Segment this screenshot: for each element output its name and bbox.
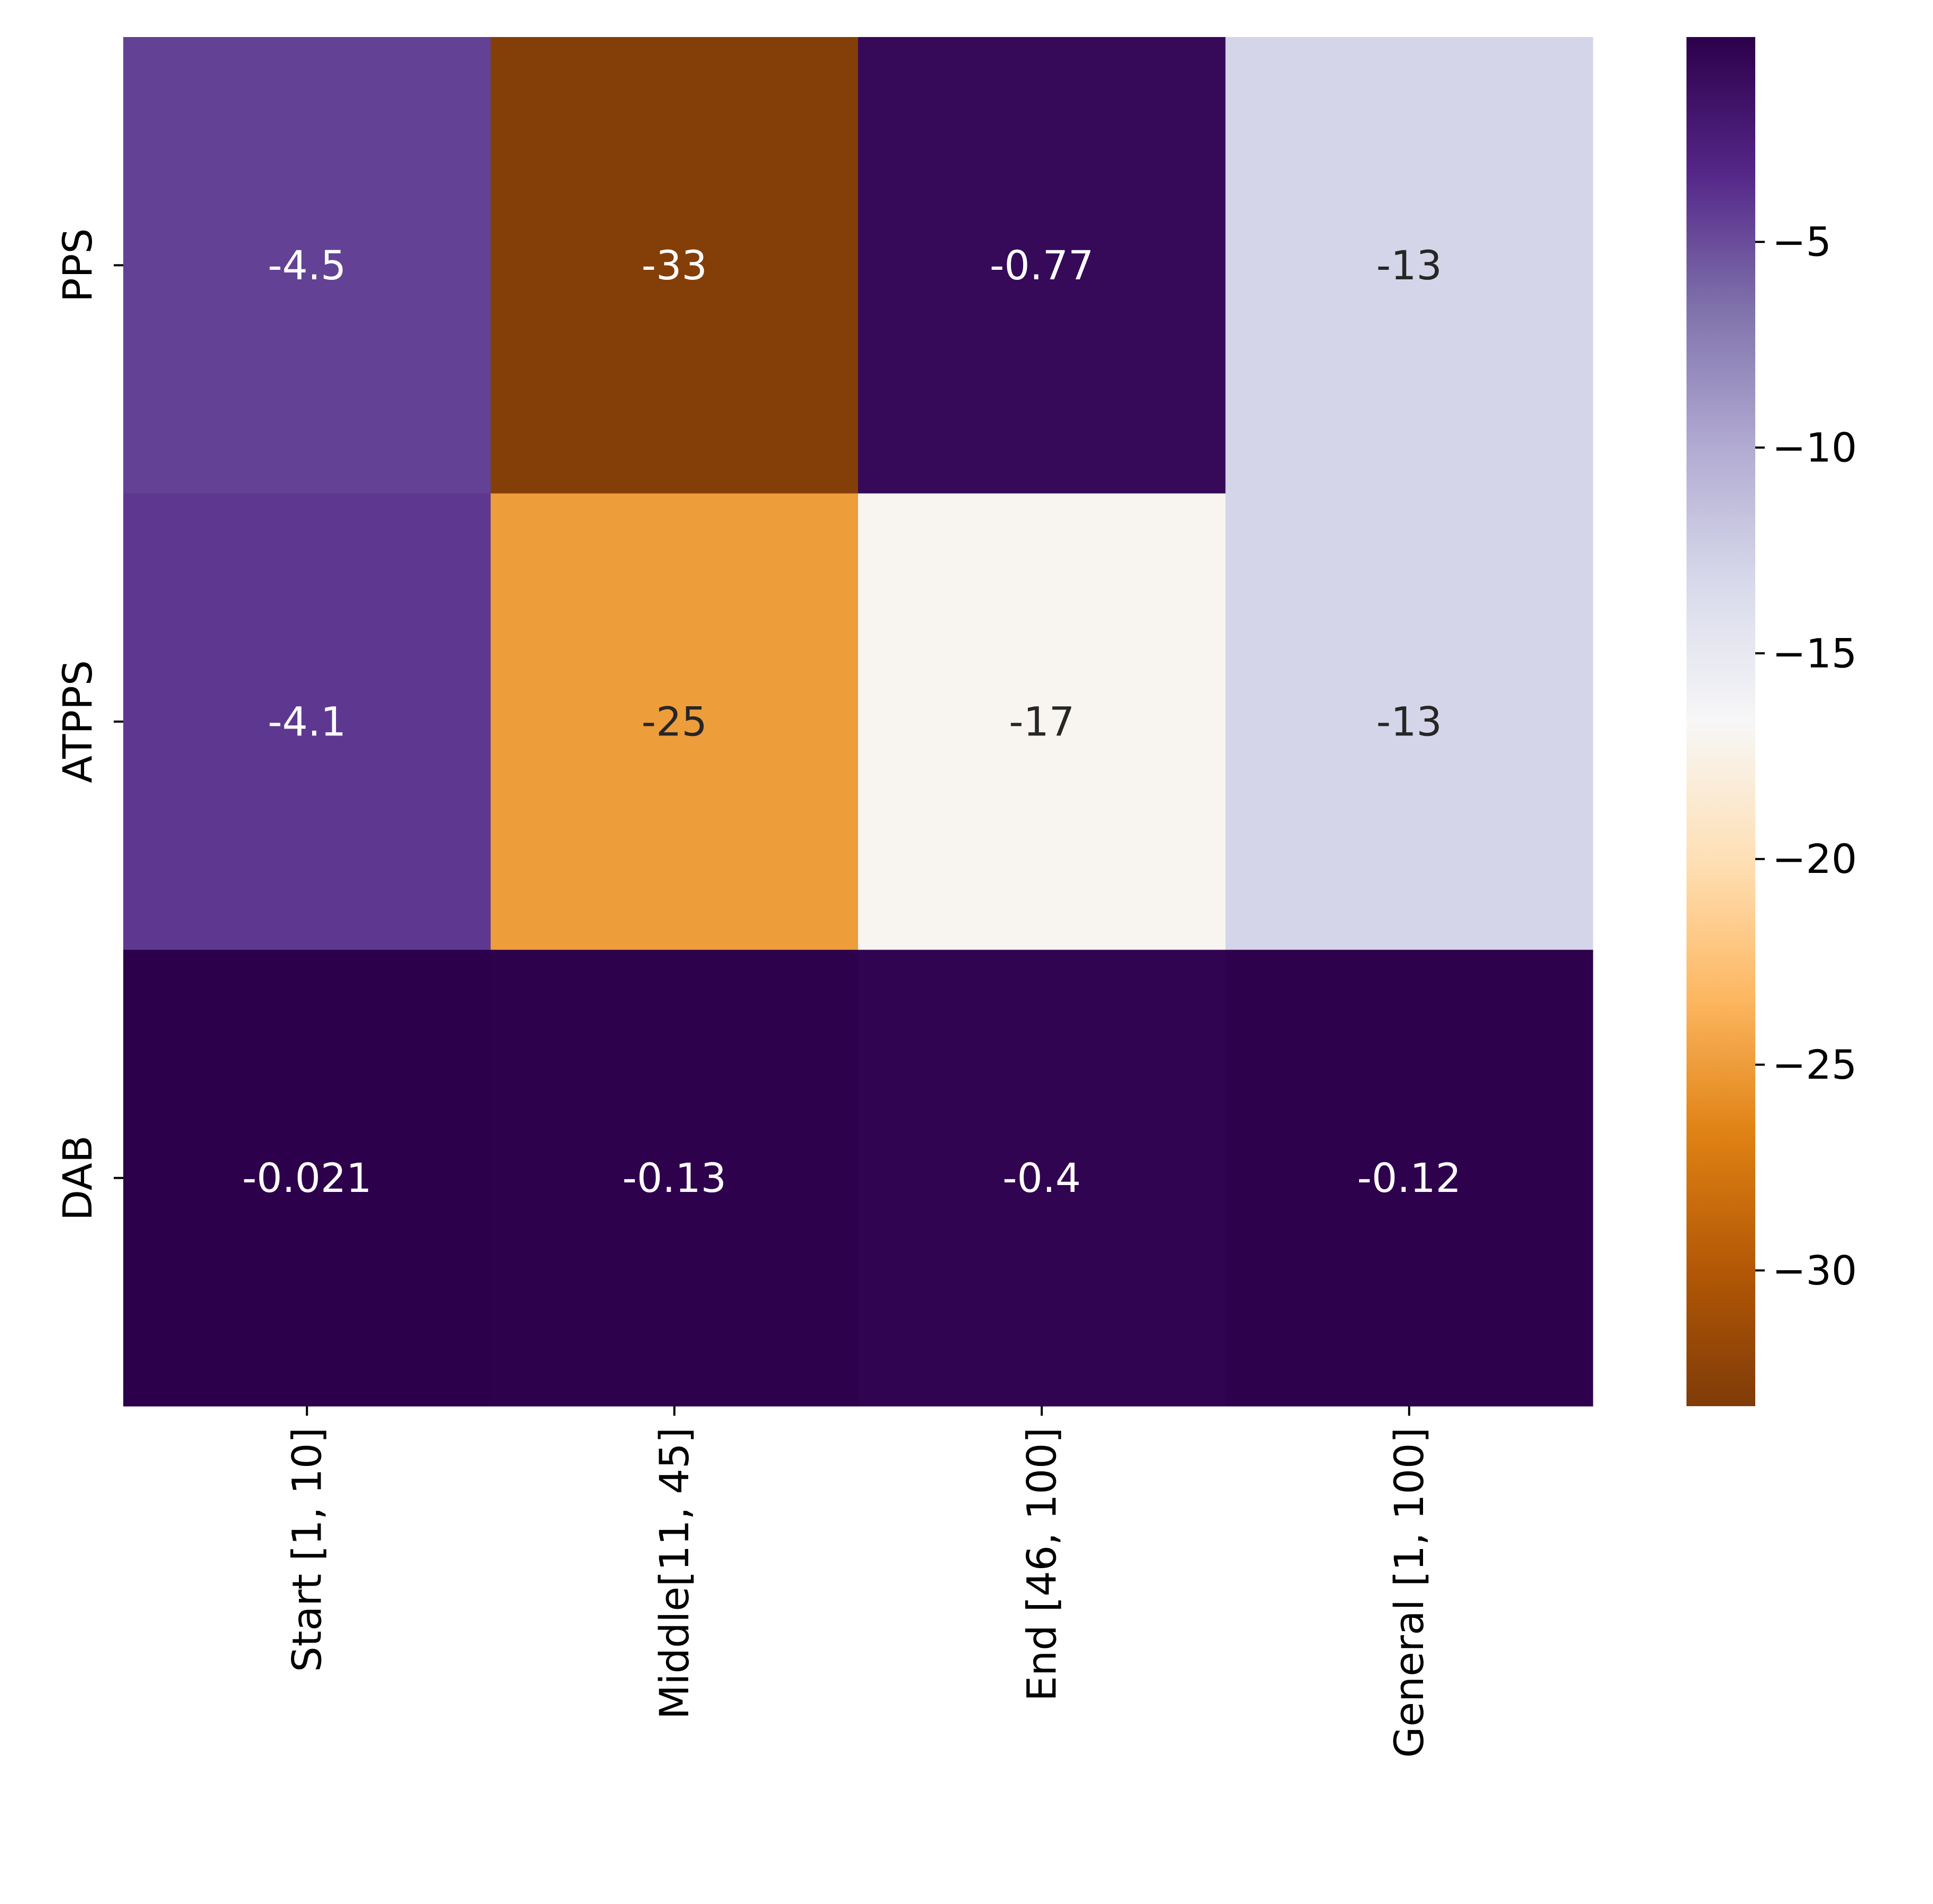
colorbar-tick-label: −15 <box>1772 630 1857 677</box>
cell-annotation: -13 <box>1376 698 1442 745</box>
y-tick-label: DAB <box>54 1135 101 1220</box>
heatmap-cell <box>1225 950 1593 1407</box>
colorbar-tick-label: −10 <box>1772 424 1857 471</box>
cell-annotations: -4.5 -33 -0.77 -13 -4.1 -25 -17 -13 -0.021 -0.13 -… <box>242 242 1461 1201</box>
x-axis: Start [1, 10] Middle[11, 45] End [46, 100]… <box>283 1406 1433 1758</box>
cell-annotation: -13 <box>1376 242 1442 289</box>
y-tick-label: ATPPS <box>54 660 101 783</box>
heatmap-cell <box>490 493 859 950</box>
x-tick-label: General [1, 100] <box>1385 1427 1433 1758</box>
heatmap-cell <box>490 37 859 494</box>
y-tick-label: PPS <box>54 228 101 302</box>
cell-annotation: -4.1 <box>268 698 346 745</box>
colorbar-tick-label: −30 <box>1772 1247 1857 1294</box>
heatmap-cell <box>123 493 491 950</box>
heatmap-cell <box>858 493 1226 950</box>
cell-annotation: -0.4 <box>1002 1154 1081 1201</box>
colorbar <box>1686 37 1755 1406</box>
heatmap-cell <box>490 950 859 1407</box>
cell-annotation: -17 <box>1009 698 1074 745</box>
heatmap-cell <box>123 37 491 494</box>
x-tick-label: Start [1, 10] <box>283 1427 330 1672</box>
cell-annotation: -0.12 <box>1357 1154 1461 1201</box>
heatmap-cell <box>858 37 1226 494</box>
colorbar-ticks: −5 −10 −15 −20 −25 −30 <box>1755 218 1857 1294</box>
heatmap-cell <box>123 950 491 1407</box>
cell-annotation: -0.021 <box>242 1154 372 1201</box>
colorbar-tick-label: −25 <box>1772 1041 1857 1088</box>
heatmap-cell <box>858 950 1226 1407</box>
colorbar-tick-label: −20 <box>1772 835 1857 882</box>
cell-annotation: -4.5 <box>268 242 346 289</box>
heatmap-cell <box>1225 493 1593 950</box>
colorbar-tick-label: −5 <box>1772 218 1831 266</box>
x-tick-label: Middle[11, 45] <box>651 1427 698 1719</box>
y-axis: PPS ATPPS DAB <box>54 228 123 1220</box>
cell-annotation: -25 <box>642 698 707 745</box>
heatmap-cells <box>123 37 1593 1407</box>
cell-annotation: -0.77 <box>990 242 1094 289</box>
heatmap-cell <box>1225 37 1593 494</box>
x-tick-label: End [46, 100] <box>1018 1427 1065 1701</box>
cell-annotation: -33 <box>642 242 707 289</box>
cell-annotation: -0.13 <box>622 1154 726 1201</box>
